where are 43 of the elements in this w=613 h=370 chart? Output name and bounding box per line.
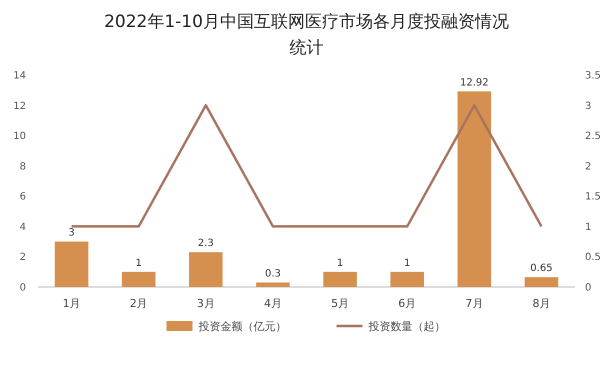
bar	[524, 277, 558, 287]
x-tick-label: 8月	[532, 297, 550, 310]
y2-tick-label: 3.5	[585, 70, 601, 82]
data-label: 1	[136, 258, 142, 269]
y-tick-label: 10	[13, 131, 26, 142]
x-tick-label: 1月	[62, 297, 81, 310]
y2-tick-label: 3	[585, 100, 592, 112]
y2-tick-label: 2.5	[585, 131, 601, 142]
chart-title: 2022年1-10月中国互联网医疗市场各月度投融资情况统计	[104, 12, 509, 58]
y-tick-label: 6	[20, 192, 26, 203]
x-tick-label: 3月	[196, 297, 215, 310]
y-tick-label: 2	[20, 252, 26, 264]
y-tick-label: 0	[20, 282, 26, 294]
data-label: 12.92	[460, 77, 489, 88]
y2-tick-label: 0.5	[585, 252, 601, 264]
bar	[323, 272, 357, 287]
y-tick-label: 8	[20, 161, 26, 172]
y-tick-label: 14	[13, 70, 26, 82]
legend-label: 投资金额（亿元）	[198, 320, 286, 333]
bar	[256, 282, 290, 287]
bar	[189, 252, 223, 287]
data-label: 0.65	[530, 263, 553, 274]
bar	[54, 242, 88, 287]
y2-tick-label: 1.5	[585, 192, 601, 203]
y2-tick-label: 1	[585, 222, 592, 233]
x-tick-label: 4月	[264, 297, 282, 310]
data-label: 1	[404, 258, 410, 269]
y2-tick-label: 2	[585, 161, 592, 172]
y-tick-label: 12	[13, 100, 26, 112]
y2-tick-label: 0	[585, 282, 592, 294]
x-tick-label: 6月	[398, 297, 416, 310]
data-label: 2.3	[198, 238, 214, 250]
data-label: 0.3	[264, 268, 281, 280]
bar	[122, 272, 156, 287]
x-tick-label: 5月	[331, 297, 350, 310]
bar	[458, 91, 492, 287]
data-label: 1	[336, 258, 344, 269]
x-tick-label: 2月	[130, 297, 148, 310]
data-label: 3	[68, 228, 75, 239]
legend-label: 投资数量（起）	[368, 320, 446, 333]
x-tick-label: 7月	[465, 297, 484, 310]
bar	[390, 272, 424, 287]
y-tick-label: 4	[20, 222, 26, 233]
